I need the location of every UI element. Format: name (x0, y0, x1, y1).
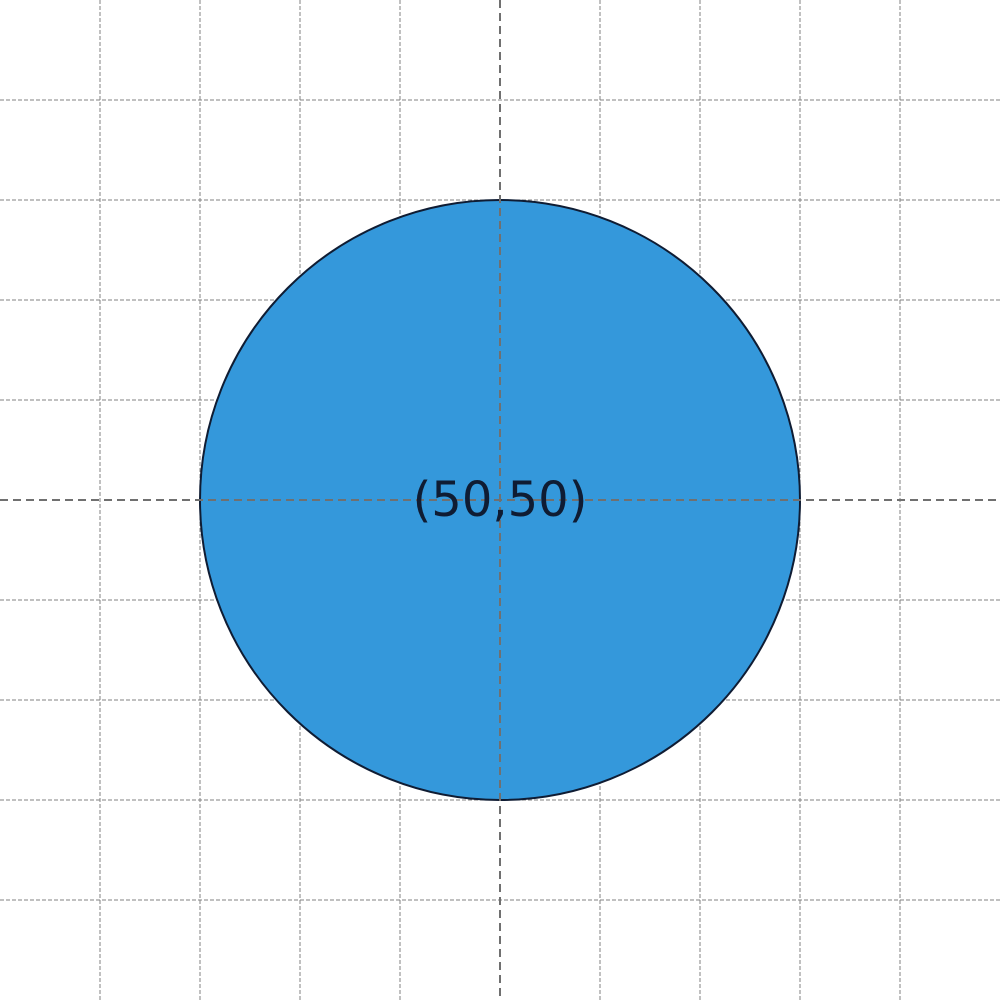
circle-center-label: (50,50) (413, 472, 588, 528)
